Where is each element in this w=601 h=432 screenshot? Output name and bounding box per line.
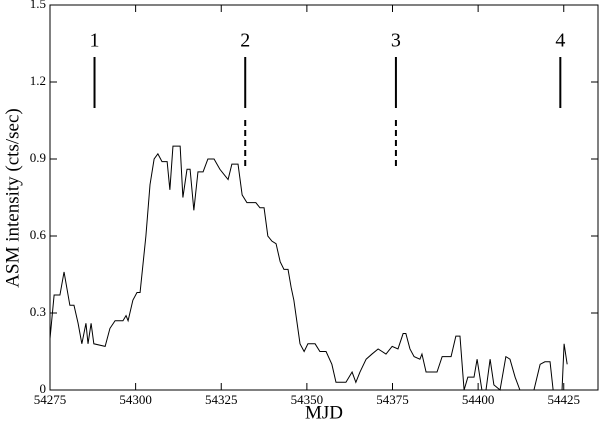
x-tick-label: 54425: [548, 392, 581, 407]
x-tick-label: 54325: [205, 392, 238, 407]
y-tick-label: 0: [40, 381, 47, 396]
y-tick-label: 0.6: [30, 227, 47, 242]
y-tick-label: 1.2: [30, 73, 46, 88]
marker-label: 1: [90, 30, 100, 52]
x-axis-label: MJD: [305, 402, 343, 423]
marker-label: 3: [391, 30, 401, 52]
y-tick-label: 0.3: [30, 304, 46, 319]
y-axis-label: ASM intensity (cts/sec): [2, 108, 23, 287]
marker-label: 4: [555, 30, 565, 52]
light-curve: [49, 145, 568, 391]
x-tick-label: 54400: [462, 392, 495, 407]
marker-label: 2: [240, 30, 250, 52]
x-tick-label: 54375: [376, 392, 409, 407]
plot-frame: [49, 4, 599, 391]
x-tick-label: 54350: [291, 392, 324, 407]
y-tick-label: 1.5: [30, 0, 46, 11]
x-tick-label: 54300: [119, 392, 152, 407]
x-tick-label: 54275: [34, 392, 67, 407]
y-tick-label: 0.9: [30, 150, 46, 165]
